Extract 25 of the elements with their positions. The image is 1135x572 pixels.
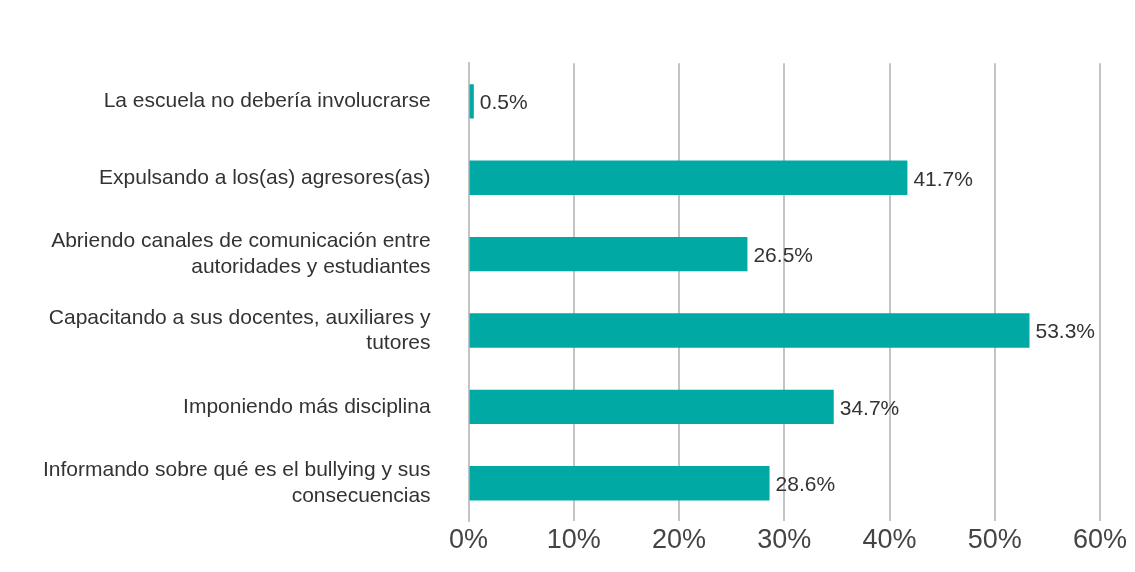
- data-label: 0.5%: [479, 90, 528, 114]
- bar: [469, 84, 474, 119]
- y-tick-label: La escuela no debería involucrarse: [103, 88, 431, 112]
- data-label: 34.7%: [839, 395, 900, 419]
- data-label: 53.3%: [1035, 319, 1096, 343]
- y-tick-label: Expulsando a los(as) agresores(as): [99, 164, 431, 188]
- data-label: 28.6%: [775, 472, 836, 496]
- data-label: 41.7%: [913, 166, 973, 190]
- bar: [469, 466, 770, 501]
- x-tick-label: 20%: [652, 524, 707, 555]
- x-tick-label: 50%: [967, 524, 1022, 555]
- bar: [469, 236, 748, 272]
- bar: [469, 313, 1030, 348]
- x-tick-label: 30%: [757, 524, 812, 555]
- x-tick-label: 60%: [1072, 524, 1128, 555]
- y-tick-label: Capacitando a sus docentes, auxiliares y tutores: [48, 304, 432, 353]
- bar: [469, 389, 834, 425]
- y-tick-label: Imponiendo más disciplina: [183, 393, 431, 417]
- x-tick-label: 40%: [862, 524, 917, 555]
- x-tick-label: 0%: [449, 524, 489, 555]
- y-tick-label: Informando sobre qué es el bullying y sus consecuencias: [42, 457, 431, 506]
- data-label: 26.5%: [753, 242, 813, 266]
- x-tick-label: 10%: [546, 524, 601, 555]
- y-tick-label: Abriendo canales de comunicación entre autoridades y estudiantes: [51, 228, 431, 277]
- bar: [469, 160, 908, 195]
